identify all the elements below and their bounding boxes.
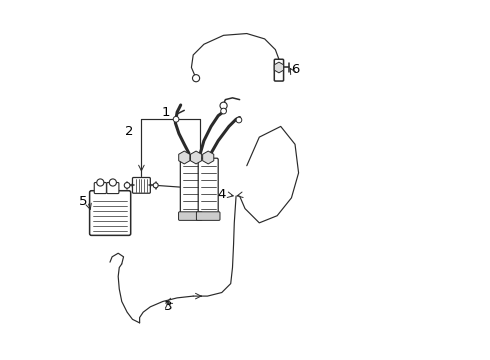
FancyBboxPatch shape [198,158,218,216]
Text: 6: 6 [291,63,299,76]
FancyBboxPatch shape [132,177,150,193]
Text: 3: 3 [164,300,172,313]
FancyBboxPatch shape [94,183,106,194]
Circle shape [220,108,226,114]
FancyBboxPatch shape [90,191,131,235]
FancyBboxPatch shape [107,183,119,194]
Circle shape [236,117,242,123]
Circle shape [220,102,227,109]
Text: 4: 4 [218,188,226,201]
Text: 2: 2 [124,125,133,138]
FancyBboxPatch shape [178,212,202,220]
Text: 1: 1 [161,105,170,119]
Circle shape [109,179,117,186]
Circle shape [173,116,179,122]
Circle shape [193,75,199,82]
Circle shape [153,183,158,188]
FancyBboxPatch shape [274,59,284,81]
Circle shape [97,179,104,186]
Ellipse shape [132,178,151,193]
Text: 5: 5 [79,195,88,208]
FancyBboxPatch shape [180,158,200,216]
Circle shape [124,183,130,188]
FancyBboxPatch shape [196,212,220,220]
